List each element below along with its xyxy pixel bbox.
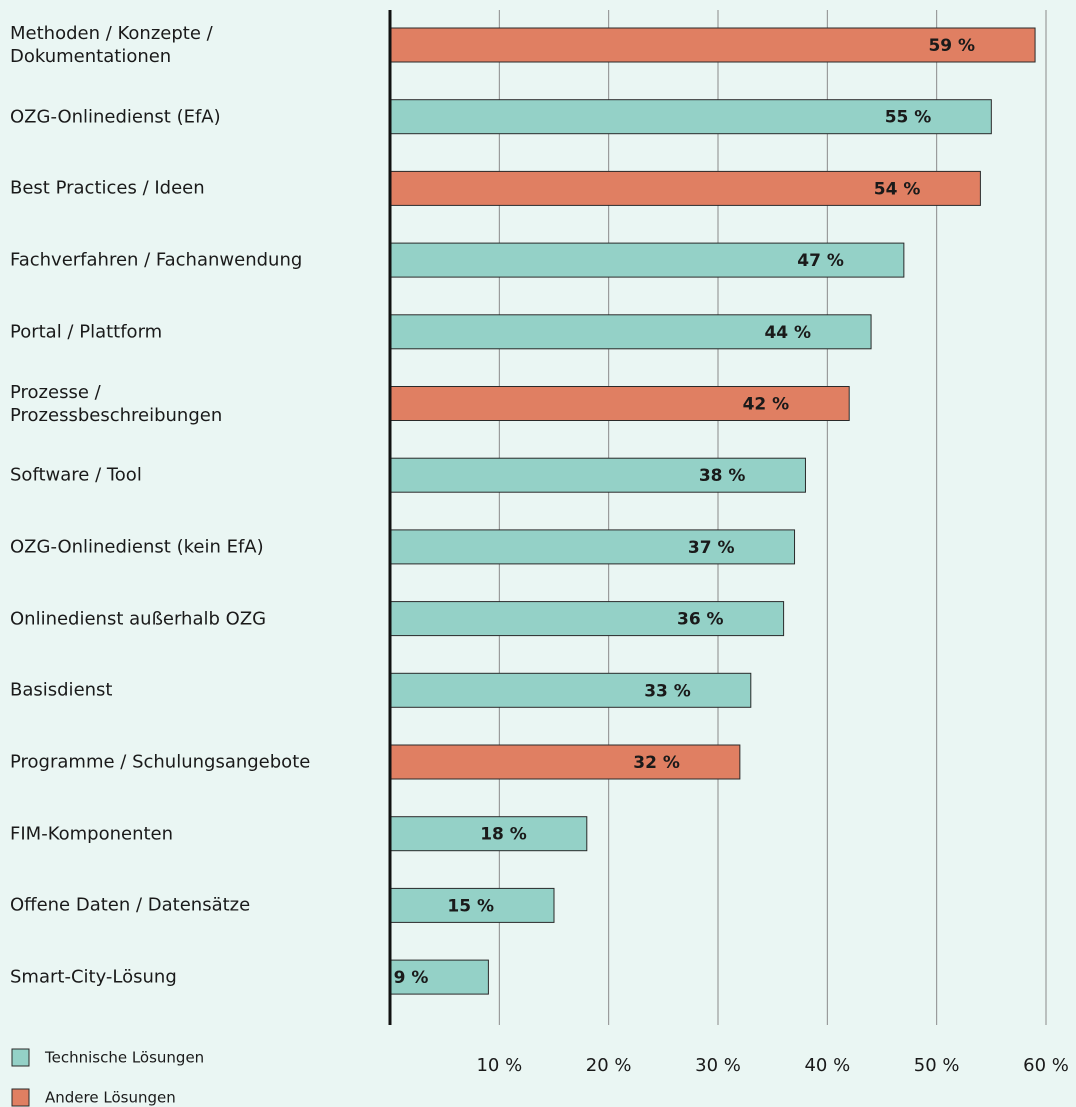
value-label: 36 % [677,610,724,630]
bar [389,27,1036,63]
bar [389,457,806,493]
x-tick-label: 20 % [586,1055,632,1076]
x-tick-label: 50 % [914,1055,960,1076]
legend-label: Andere Lösungen [45,1089,176,1107]
bar [389,242,905,278]
value-label: 47 % [797,251,844,271]
bar [389,959,489,995]
legend-label: Technische Lösungen [44,1049,204,1067]
value-label: 44 % [764,323,811,343]
bar [389,816,588,852]
legend-swatch [11,1048,30,1067]
value-label: 15 % [447,896,494,916]
bar [389,99,992,135]
y-tick-label: FIM-Komponenten [10,823,174,845]
y-tick-label: Prozesse / Prozessbeschreibungen [10,381,223,426]
x-tick-label: 60 % [1023,1055,1069,1076]
y-tick-label: Fachverfahren / Fachanwendung [10,249,303,271]
bar [389,672,752,708]
y-tick-label: Programme / Schulungsangebote [10,751,311,773]
value-label: 55 % [885,108,932,128]
y-tick-label: Offene Daten / Datensätze [10,894,251,916]
value-label: 18 % [480,825,527,845]
y-tick-label: Portal / Plattform [10,321,163,343]
x-tick-label: 30 % [695,1055,741,1076]
bar [389,170,981,206]
bar [389,744,741,780]
y-tick-label: Smart-City-Lösung [10,966,177,988]
bar [389,386,850,421]
bar [389,887,555,923]
y-tick-label: Software / Tool [10,464,142,486]
y-tick-label: Best Practices / Ideen [10,177,205,199]
value-label: 37 % [688,538,735,558]
value-label: 9 % [394,968,429,988]
y-tick-label: OZG-Onlinedienst (EfA) [10,106,221,128]
value-label: 32 % [633,753,680,773]
bar [389,529,796,565]
legend-swatch [11,1088,30,1107]
y-tick-label: Onlinedienst außerhalb OZG [10,608,267,630]
x-tick-label: 10 % [476,1055,522,1076]
bar [389,314,872,350]
y-tick-label: Basisdienst [10,679,113,701]
value-label: 33 % [644,681,691,701]
value-label: 54 % [874,179,921,199]
y-tick-label: OZG-Onlinedienst (kein EfA) [10,536,264,558]
y-tick-label: Methoden / Konzepte / Dokumentationen [10,23,213,67]
value-label: 38 % [699,466,746,486]
bar [389,601,785,637]
x-tick-label: 40 % [804,1055,850,1076]
value-label: 59 % [928,36,975,56]
value-label: 42 % [743,395,790,415]
